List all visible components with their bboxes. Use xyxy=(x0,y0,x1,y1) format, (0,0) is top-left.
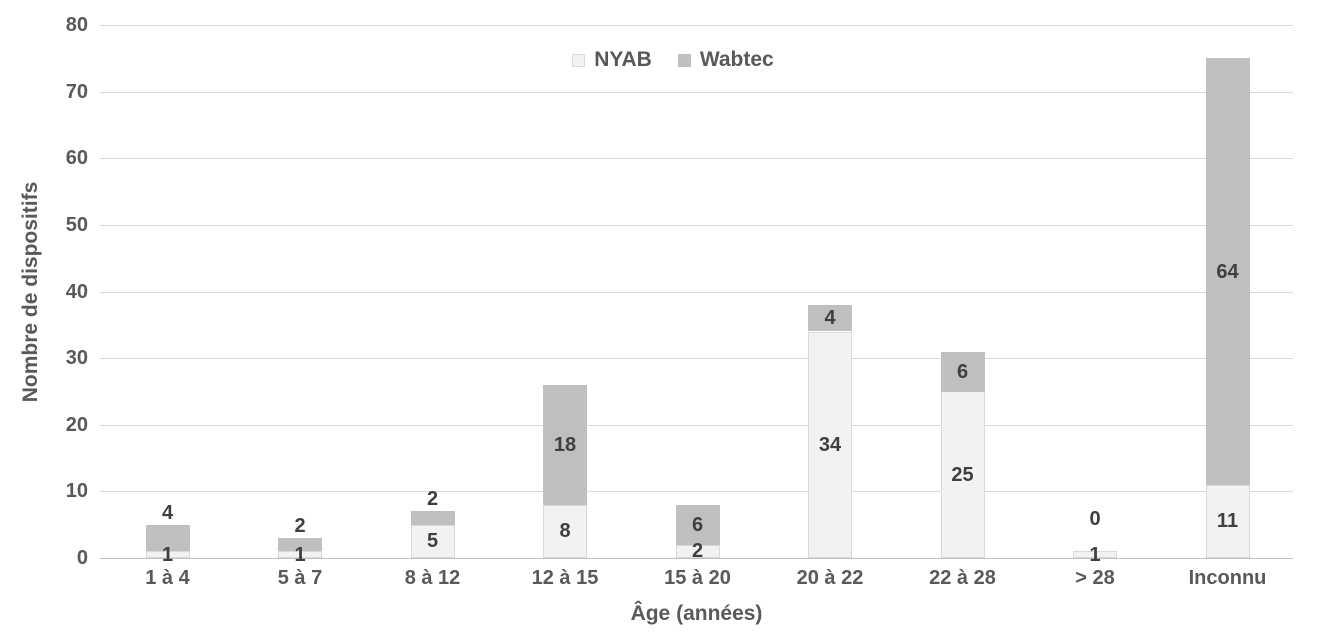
data-label-wabtec: 2 xyxy=(426,488,439,511)
gridline xyxy=(100,358,1293,360)
data-label-nyab: 1 xyxy=(294,543,306,566)
x-axis-category-label: 5 à 7 xyxy=(277,567,323,589)
gridline xyxy=(100,291,1293,293)
bar-segment-nyab xyxy=(145,551,190,558)
data-label-wabtec: 6 xyxy=(956,360,969,383)
data-label-wabtec: 6 xyxy=(691,513,704,536)
bar-segment-wabtec xyxy=(675,504,720,545)
data-label-nyab: 34 xyxy=(818,433,842,456)
gridline xyxy=(100,224,1293,226)
bar-segment-wabtec xyxy=(410,511,455,525)
data-label-wabtec: 2 xyxy=(294,515,306,537)
gridline xyxy=(100,25,1293,26)
bar-segment-nyab xyxy=(808,331,852,558)
y-axis-tick-label: 20 xyxy=(65,413,88,436)
data-label-nyab: 2 xyxy=(691,540,704,563)
gridline xyxy=(100,491,1293,493)
x-axis-category-label: 1 à 4 xyxy=(145,567,190,589)
data-label-nyab: 1 xyxy=(1089,543,1101,566)
y-axis-tick-label: 80 xyxy=(65,14,88,36)
y-axis-tick-label: 60 xyxy=(65,147,88,170)
data-label-nyab: 8 xyxy=(559,520,571,543)
x-axis-category-label: Inconnu xyxy=(1188,567,1267,589)
bar-segment-wabtec xyxy=(1205,58,1250,485)
x-axis-category-label: 15 à 20 xyxy=(664,567,731,589)
legend-swatch-icon xyxy=(677,53,691,67)
bar-segment-nyab xyxy=(410,524,455,558)
data-label-wabtec: 64 xyxy=(1216,260,1239,283)
bar-segment-wabtec xyxy=(543,384,587,505)
x-axis-category-label: 20 à 22 xyxy=(796,567,864,589)
x-axis-category-label: 22 à 28 xyxy=(929,567,996,589)
y-axis-tick-label: 50 xyxy=(65,213,88,236)
bar-segment-wabtec xyxy=(808,304,852,332)
bar-segment-nyab xyxy=(675,544,720,558)
gridline xyxy=(100,158,1293,160)
data-label-nyab: 1 xyxy=(161,543,174,566)
gridline xyxy=(100,91,1293,93)
bar-segment-wabtec xyxy=(145,524,190,552)
bar-segment-nyab xyxy=(1073,551,1117,558)
data-label-wabtec: 4 xyxy=(824,307,836,330)
x-axis-title: Âge (années) xyxy=(630,602,763,625)
data-label-nyab: 5 xyxy=(426,530,439,553)
x-axis-category-label: 8 à 12 xyxy=(404,567,461,589)
legend-label: NYAB xyxy=(594,48,652,71)
bar-segment-wabtec xyxy=(940,351,985,392)
data-label-nyab: 25 xyxy=(951,463,974,486)
data-label-wabtec: 0 xyxy=(1089,508,1101,531)
bar-segment-wabtec xyxy=(278,538,322,552)
data-label-nyab: 11 xyxy=(1216,510,1239,533)
legend-item-nyab: NYAB xyxy=(572,47,652,73)
x-axis-category-label: 12 à 15 xyxy=(531,567,599,589)
bar-segment-nyab xyxy=(940,391,985,558)
y-axis-tick-label: 10 xyxy=(65,480,88,503)
data-label-wabtec: 18 xyxy=(553,433,577,456)
legend-label: Wabtec xyxy=(699,48,774,71)
y-axis-tick-label: 0 xyxy=(76,547,88,569)
bar-segment-nyab xyxy=(543,504,587,558)
y-axis-tick-label: 40 xyxy=(65,280,88,303)
legend-swatch-icon xyxy=(572,53,586,67)
x-axis-line xyxy=(100,558,1293,559)
y-axis-tick-label: 30 xyxy=(65,347,88,370)
y-axis-tick-label: 70 xyxy=(65,80,88,103)
legend-item-wabtec: Wabtec xyxy=(677,47,774,73)
bar-segment-nyab xyxy=(1205,484,1250,558)
bar-segment-nyab xyxy=(278,551,322,558)
x-axis-category-label: > 28 xyxy=(1075,567,1115,589)
data-label-wabtec: 4 xyxy=(161,501,174,524)
gridline xyxy=(100,424,1293,426)
legend: NYAB Wabtec xyxy=(13,47,1320,73)
